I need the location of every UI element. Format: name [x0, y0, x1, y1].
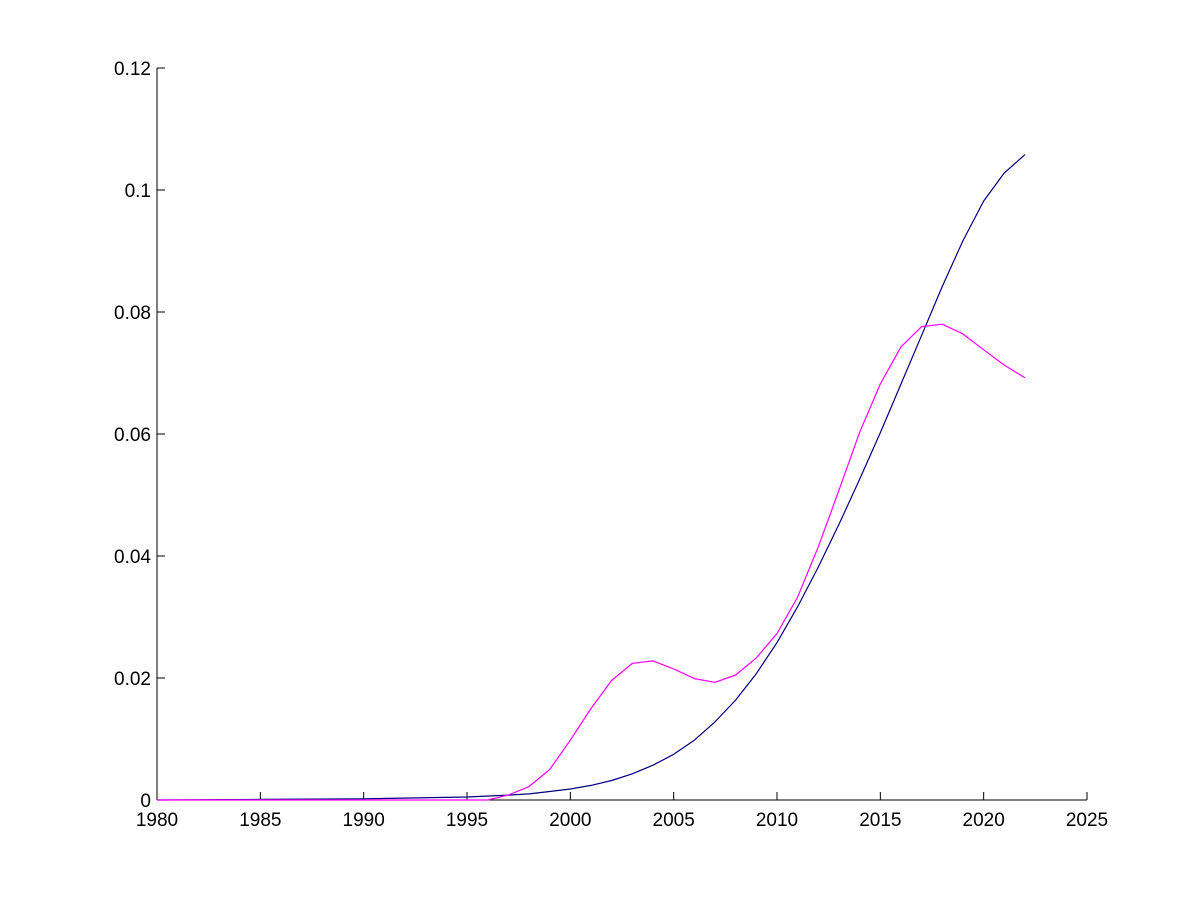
x-tick-label: 2000 [549, 810, 591, 831]
x-tick-label: 2005 [653, 810, 695, 831]
x-tick-label: 1995 [446, 810, 488, 831]
x-tick-label: 2010 [756, 810, 798, 831]
y-tick-label: 0.08 [114, 303, 151, 324]
x-tick-label: 1980 [136, 810, 178, 831]
series-line-2 [157, 323, 1026, 801]
y-tick-label: 0.06 [114, 425, 151, 446]
y-tick-label: 0.02 [114, 669, 151, 690]
series-line-1 [156, 154, 1026, 801]
x-tick-label: 2020 [963, 810, 1005, 831]
series-lines [156, 154, 1026, 801]
x-tick-label: 2015 [859, 810, 901, 831]
y-tick-label: 0 [140, 791, 151, 812]
y-tick-label: 0.12 [114, 59, 151, 80]
x-tick-label: 2025 [1066, 810, 1108, 831]
y-tick-label: 0.1 [125, 181, 151, 202]
x-tick-label: 1985 [239, 810, 281, 831]
x-tick-label: 1990 [343, 810, 385, 831]
y-tick-label: 0.04 [114, 547, 151, 568]
axes: 1980 1985 1990 1995 2000 2005 2010 2015 2020 2025… [114, 59, 1108, 831]
